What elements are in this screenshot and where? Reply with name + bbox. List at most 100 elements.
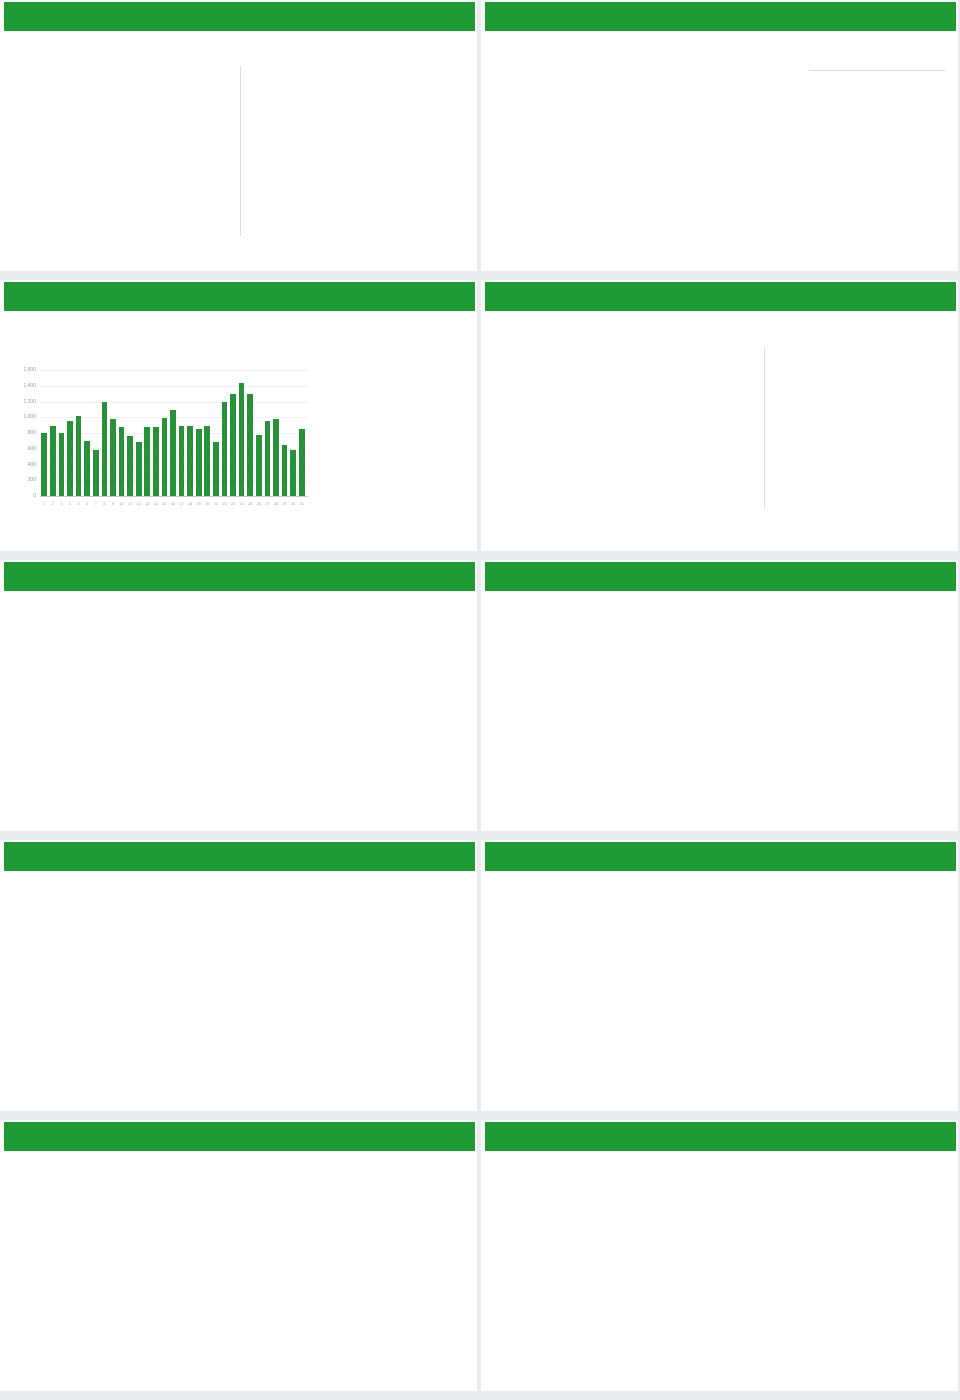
divider [240, 66, 241, 236]
x-category-label: 2 [51, 502, 54, 506]
bar [255, 434, 262, 496]
x-category-label: 17 [179, 502, 184, 506]
x-category-label: 15 [162, 502, 167, 506]
x-category-label: 31 [299, 502, 304, 506]
x-category-label: 7 [94, 502, 97, 506]
slide-19-stereoscopic-charts[interactable] [481, 840, 958, 1111]
slide-13-data-comparison-charts[interactable] [481, 0, 958, 271]
x-category-label: 25 [248, 502, 253, 506]
slide-title-bar [4, 282, 475, 311]
gridline [40, 401, 308, 403]
y-tick-label: 0 [33, 493, 36, 499]
chart-legend [685, 428, 745, 508]
x-category-label: 5 [77, 502, 80, 506]
bar [264, 420, 271, 496]
bar [92, 449, 99, 496]
gridline [40, 370, 308, 371]
x-category-label: 30 [291, 502, 296, 506]
bar [204, 425, 211, 496]
bar [110, 419, 116, 496]
slide-18-histogram[interactable] [0, 840, 477, 1111]
bar [281, 444, 288, 496]
x-category-label: 26 [256, 502, 261, 506]
x-category-label: 21 [213, 502, 219, 506]
x-category-label: 22 [222, 502, 227, 506]
bar [187, 425, 193, 496]
histogram-chart: 0 200 400 600 800 1,000 1,200 1,400 1,600 1 2 3 4 5 6 7… [18, 364, 308, 506]
slide-title-bar [4, 2, 475, 31]
x-category-label: 27 [265, 502, 270, 506]
slide-17-donut-chart[interactable] [481, 560, 958, 831]
slide-15-male-users-analysis[interactable] [481, 280, 958, 551]
y-tick-label: 1,000 [23, 414, 36, 421]
segmented-ring-diagram [157, 1187, 317, 1347]
x-category-label: 19 [196, 502, 201, 506]
slide-title-bar [485, 842, 956, 871]
cone-chart [515, 898, 935, 1006]
donut-chart [537, 404, 665, 532]
slide-20-4-part-juxtaposition[interactable] [0, 1120, 477, 1391]
slide-title-bar [4, 1122, 475, 1151]
bar [58, 432, 65, 496]
gridline [40, 496, 308, 497]
x-category-label: 24 [239, 502, 244, 506]
x-category-label: 18 [188, 502, 193, 506]
slide-12-data-comparison[interactable] [0, 0, 477, 271]
slide-title-bar [4, 562, 475, 591]
x-category-label: 11 [128, 502, 133, 506]
slide-title-bar [485, 2, 956, 31]
bar [273, 419, 279, 496]
grouped-bar-chart [262, 58, 462, 176]
bar [127, 435, 133, 496]
x-category-label: 13 [145, 502, 150, 506]
slide-21-progressive-components[interactable] [481, 1120, 958, 1391]
slide-16-juxtaposition-diagram[interactable] [0, 560, 477, 831]
bar [230, 393, 236, 496]
x-category-label: 9 [111, 502, 114, 506]
bar [290, 449, 296, 496]
slide-title-bar [4, 842, 475, 871]
divider [764, 348, 765, 508]
horizontal-bar-chart [501, 52, 801, 224]
slide-14-data-histograms[interactable]: 0 200 400 600 800 1,000 1,200 1,400 1,600 1 2 3 4 5 6 7… [0, 280, 477, 551]
bar [195, 428, 202, 496]
bar [247, 394, 254, 496]
x-category-label: 10 [119, 502, 124, 506]
bar [238, 383, 245, 496]
bar [75, 416, 82, 496]
slide-title-bar [485, 562, 956, 591]
x-category-label: 28 [273, 502, 279, 506]
x-category-label: 20 [205, 502, 210, 506]
bar [161, 418, 168, 496]
bar [298, 428, 305, 496]
bar [153, 426, 159, 496]
x-category-label: 12 [136, 502, 141, 506]
x-category-label: 23 [230, 502, 236, 506]
slide-title-bar [485, 1122, 956, 1151]
divider [809, 70, 945, 71]
y-tick-label: 400 [27, 461, 36, 468]
bar [41, 433, 48, 496]
bar [101, 401, 108, 496]
x-category-label: 1 [43, 502, 46, 506]
y-tick-label: 1,400 [23, 382, 36, 389]
grouped-bar-chart [18, 902, 466, 1054]
y-tick-label: 600 [27, 445, 36, 452]
x-category-label: 6 [86, 502, 89, 506]
slide-title-bar [485, 282, 956, 311]
bar [118, 426, 125, 496]
bar [213, 441, 219, 496]
bar [50, 425, 56, 496]
x-category-label: 29 [282, 502, 287, 506]
bar [144, 426, 151, 496]
y-tick-label: 1,200 [23, 398, 36, 405]
x-category-label: 8 [103, 502, 106, 506]
bar [67, 421, 73, 496]
bar [221, 401, 228, 496]
x-category-label: 14 [153, 502, 158, 506]
x-category-label: 4 [68, 502, 72, 506]
bar [135, 441, 142, 496]
gridline [40, 385, 308, 387]
x-category-label: 16 [170, 502, 176, 506]
